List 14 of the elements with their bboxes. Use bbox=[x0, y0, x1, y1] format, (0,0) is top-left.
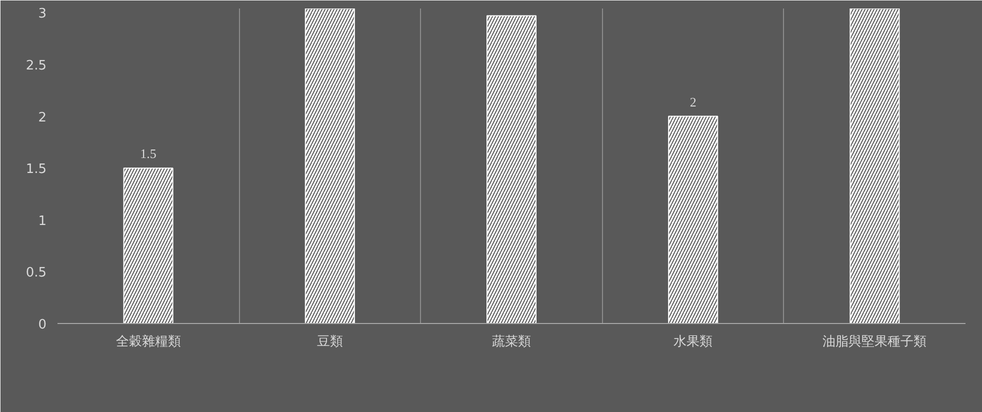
data-label: 2 bbox=[690, 94, 696, 110]
data-label: 1.5 bbox=[140, 146, 156, 162]
y-tick-label: 1 bbox=[38, 214, 47, 229]
x-tick-label: 油脂與堅果種子類 bbox=[822, 334, 927, 350]
y-tick-label: 2 bbox=[38, 110, 47, 126]
y-tick-label: 1.5 bbox=[26, 162, 47, 178]
y-tick-label: 2.5 bbox=[26, 58, 47, 74]
x-tick-label: 蔬菜類 bbox=[492, 334, 531, 350]
x-tick-label: 豆類 bbox=[316, 334, 343, 350]
x-tick-label: 水果類 bbox=[674, 334, 713, 350]
y-tick-label: 0.5 bbox=[26, 266, 47, 281]
x-tick-label: 全穀雜糧類 bbox=[116, 334, 181, 350]
y-tick-label: 0 bbox=[38, 318, 47, 332]
y-tick-label: 3 bbox=[38, 6, 47, 22]
